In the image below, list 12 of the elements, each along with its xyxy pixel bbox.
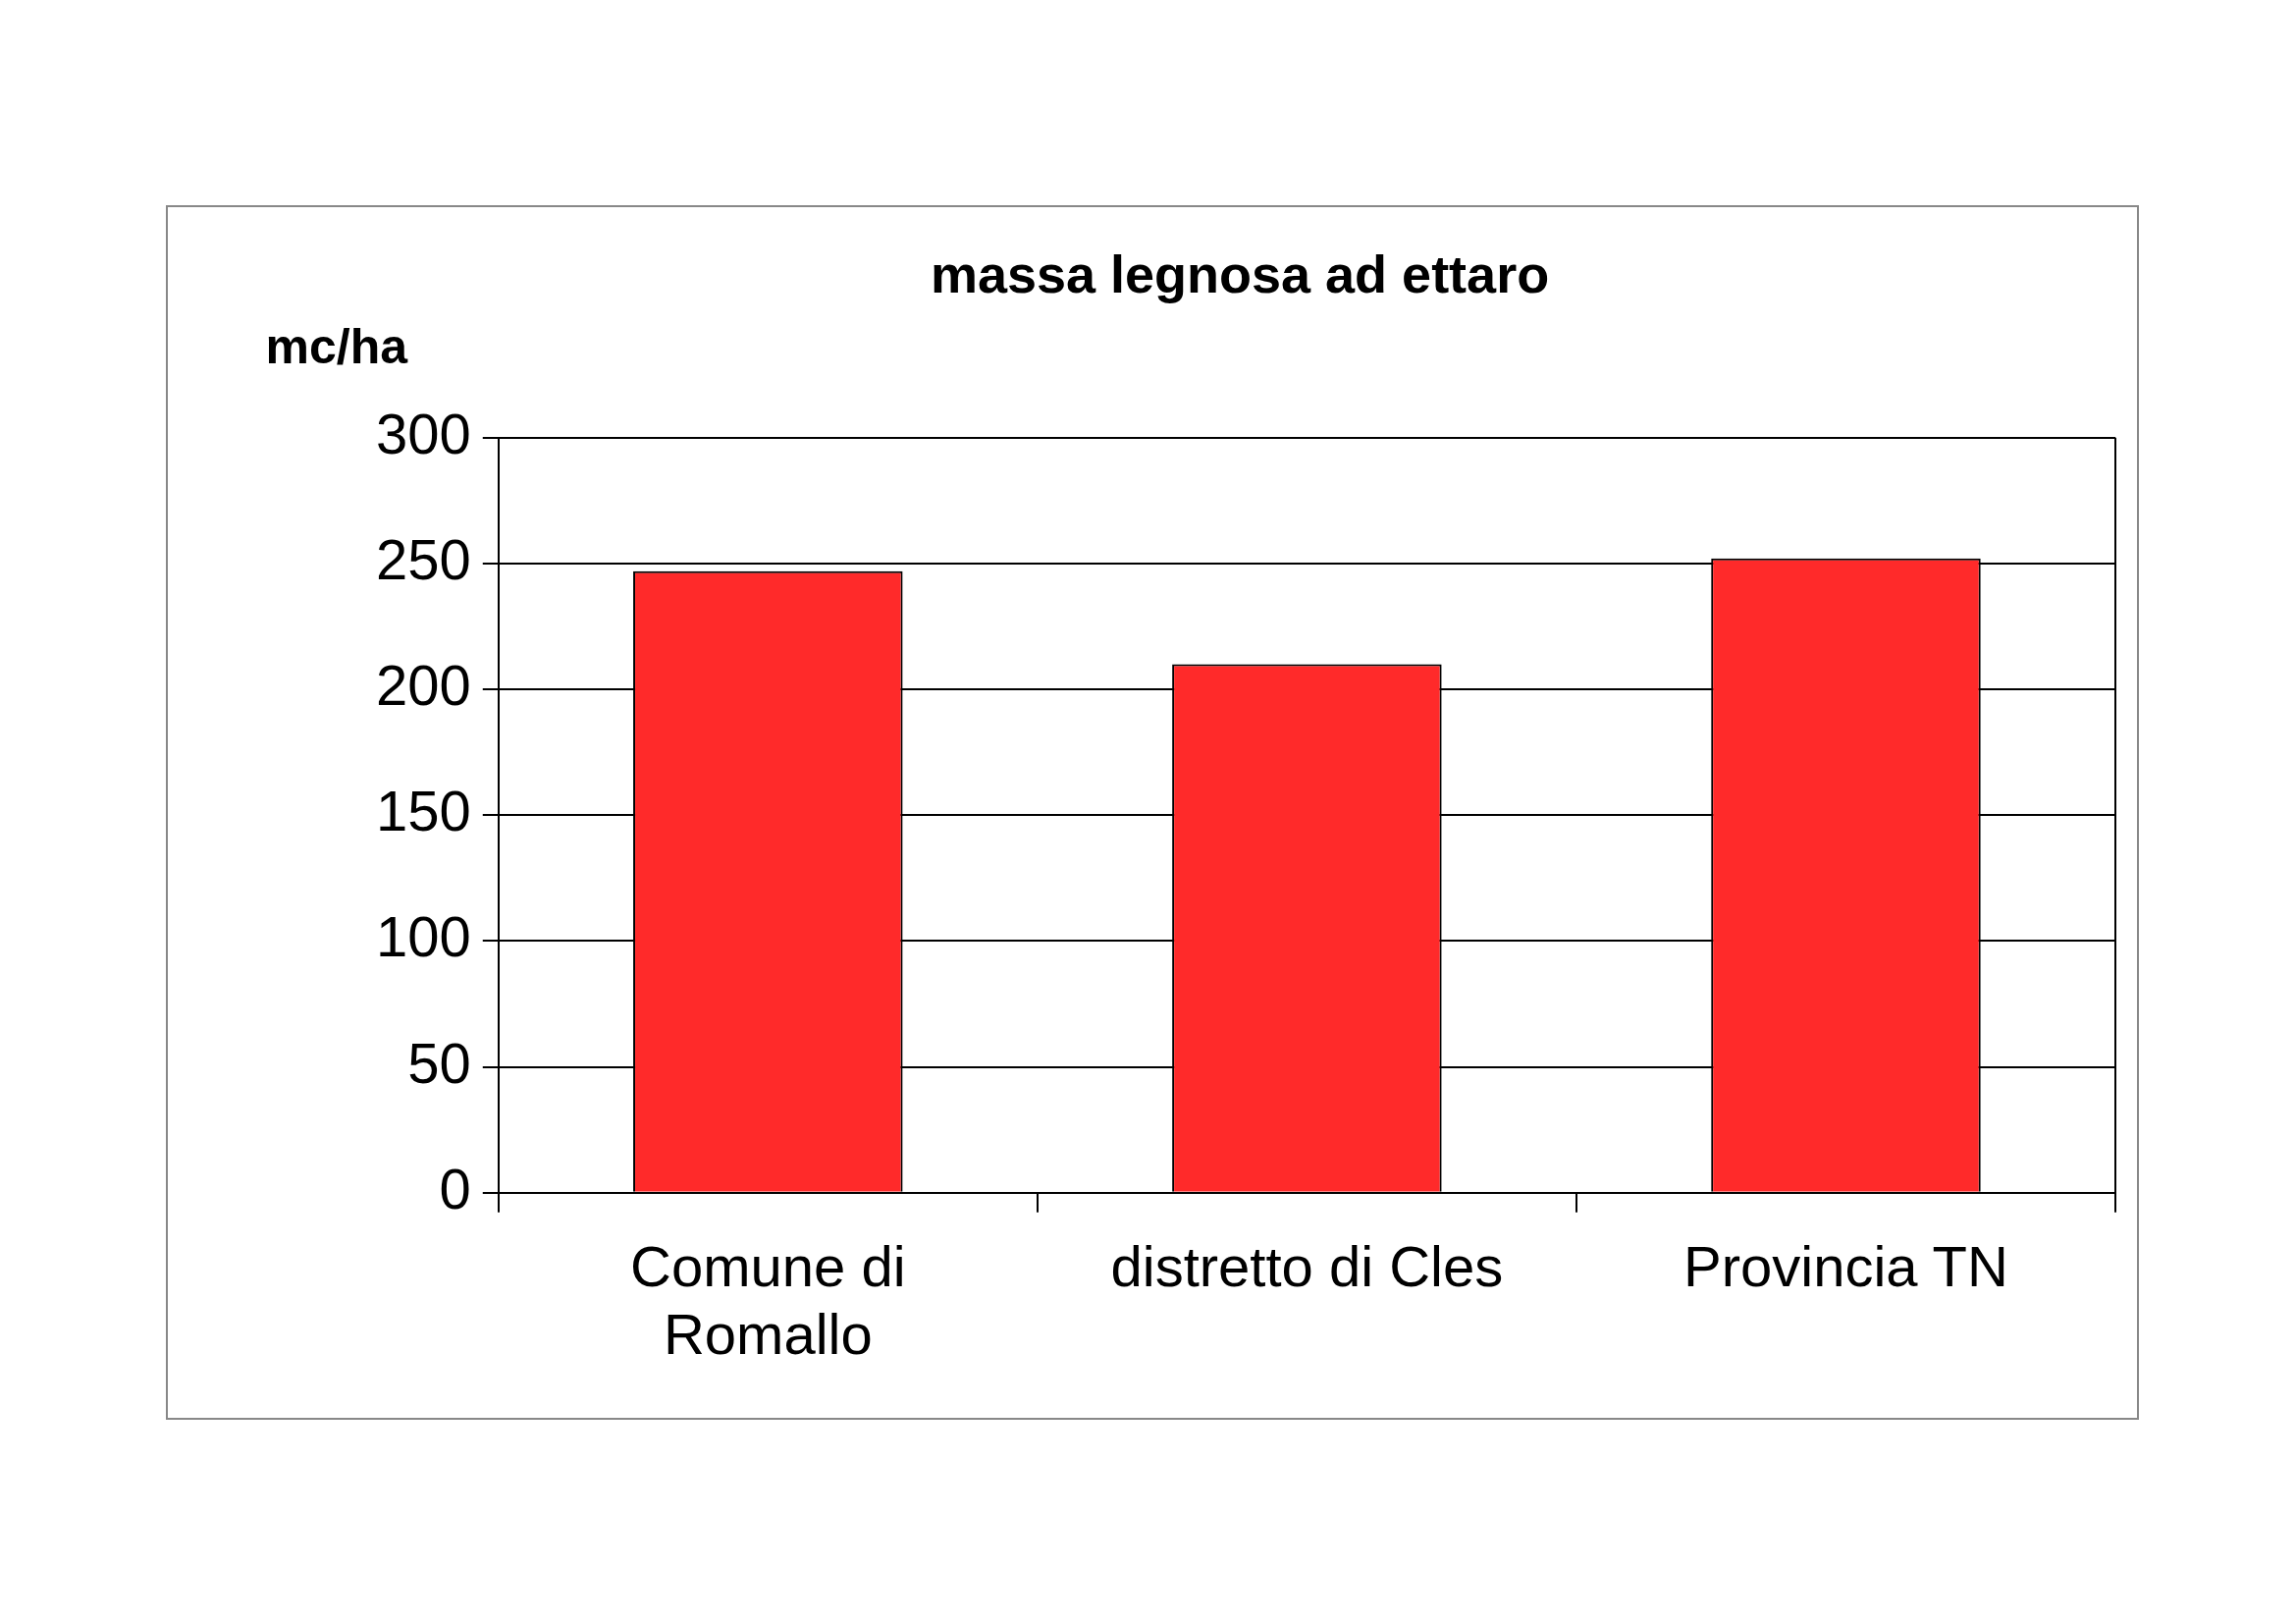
- y-tick-label: 50: [407, 1030, 471, 1095]
- y-tick-label: 300: [375, 401, 471, 465]
- chart-title: massa legnosa ad ettaro: [930, 244, 1550, 304]
- y-tick-label: 100: [375, 904, 471, 969]
- x-tick-label: distretto di Cles: [1110, 1233, 1504, 1298]
- y-tick-label: 150: [375, 779, 471, 843]
- y-tick-label: 250: [375, 526, 471, 591]
- y-axis-title: mc/ha: [265, 318, 409, 374]
- y-tick-label: 200: [375, 653, 471, 718]
- x-tick-label: Comune di Romallo: [630, 1233, 906, 1367]
- x-tick-label: Provincia TN: [1682, 1233, 2008, 1298]
- y-tick-label: 0: [439, 1156, 471, 1220]
